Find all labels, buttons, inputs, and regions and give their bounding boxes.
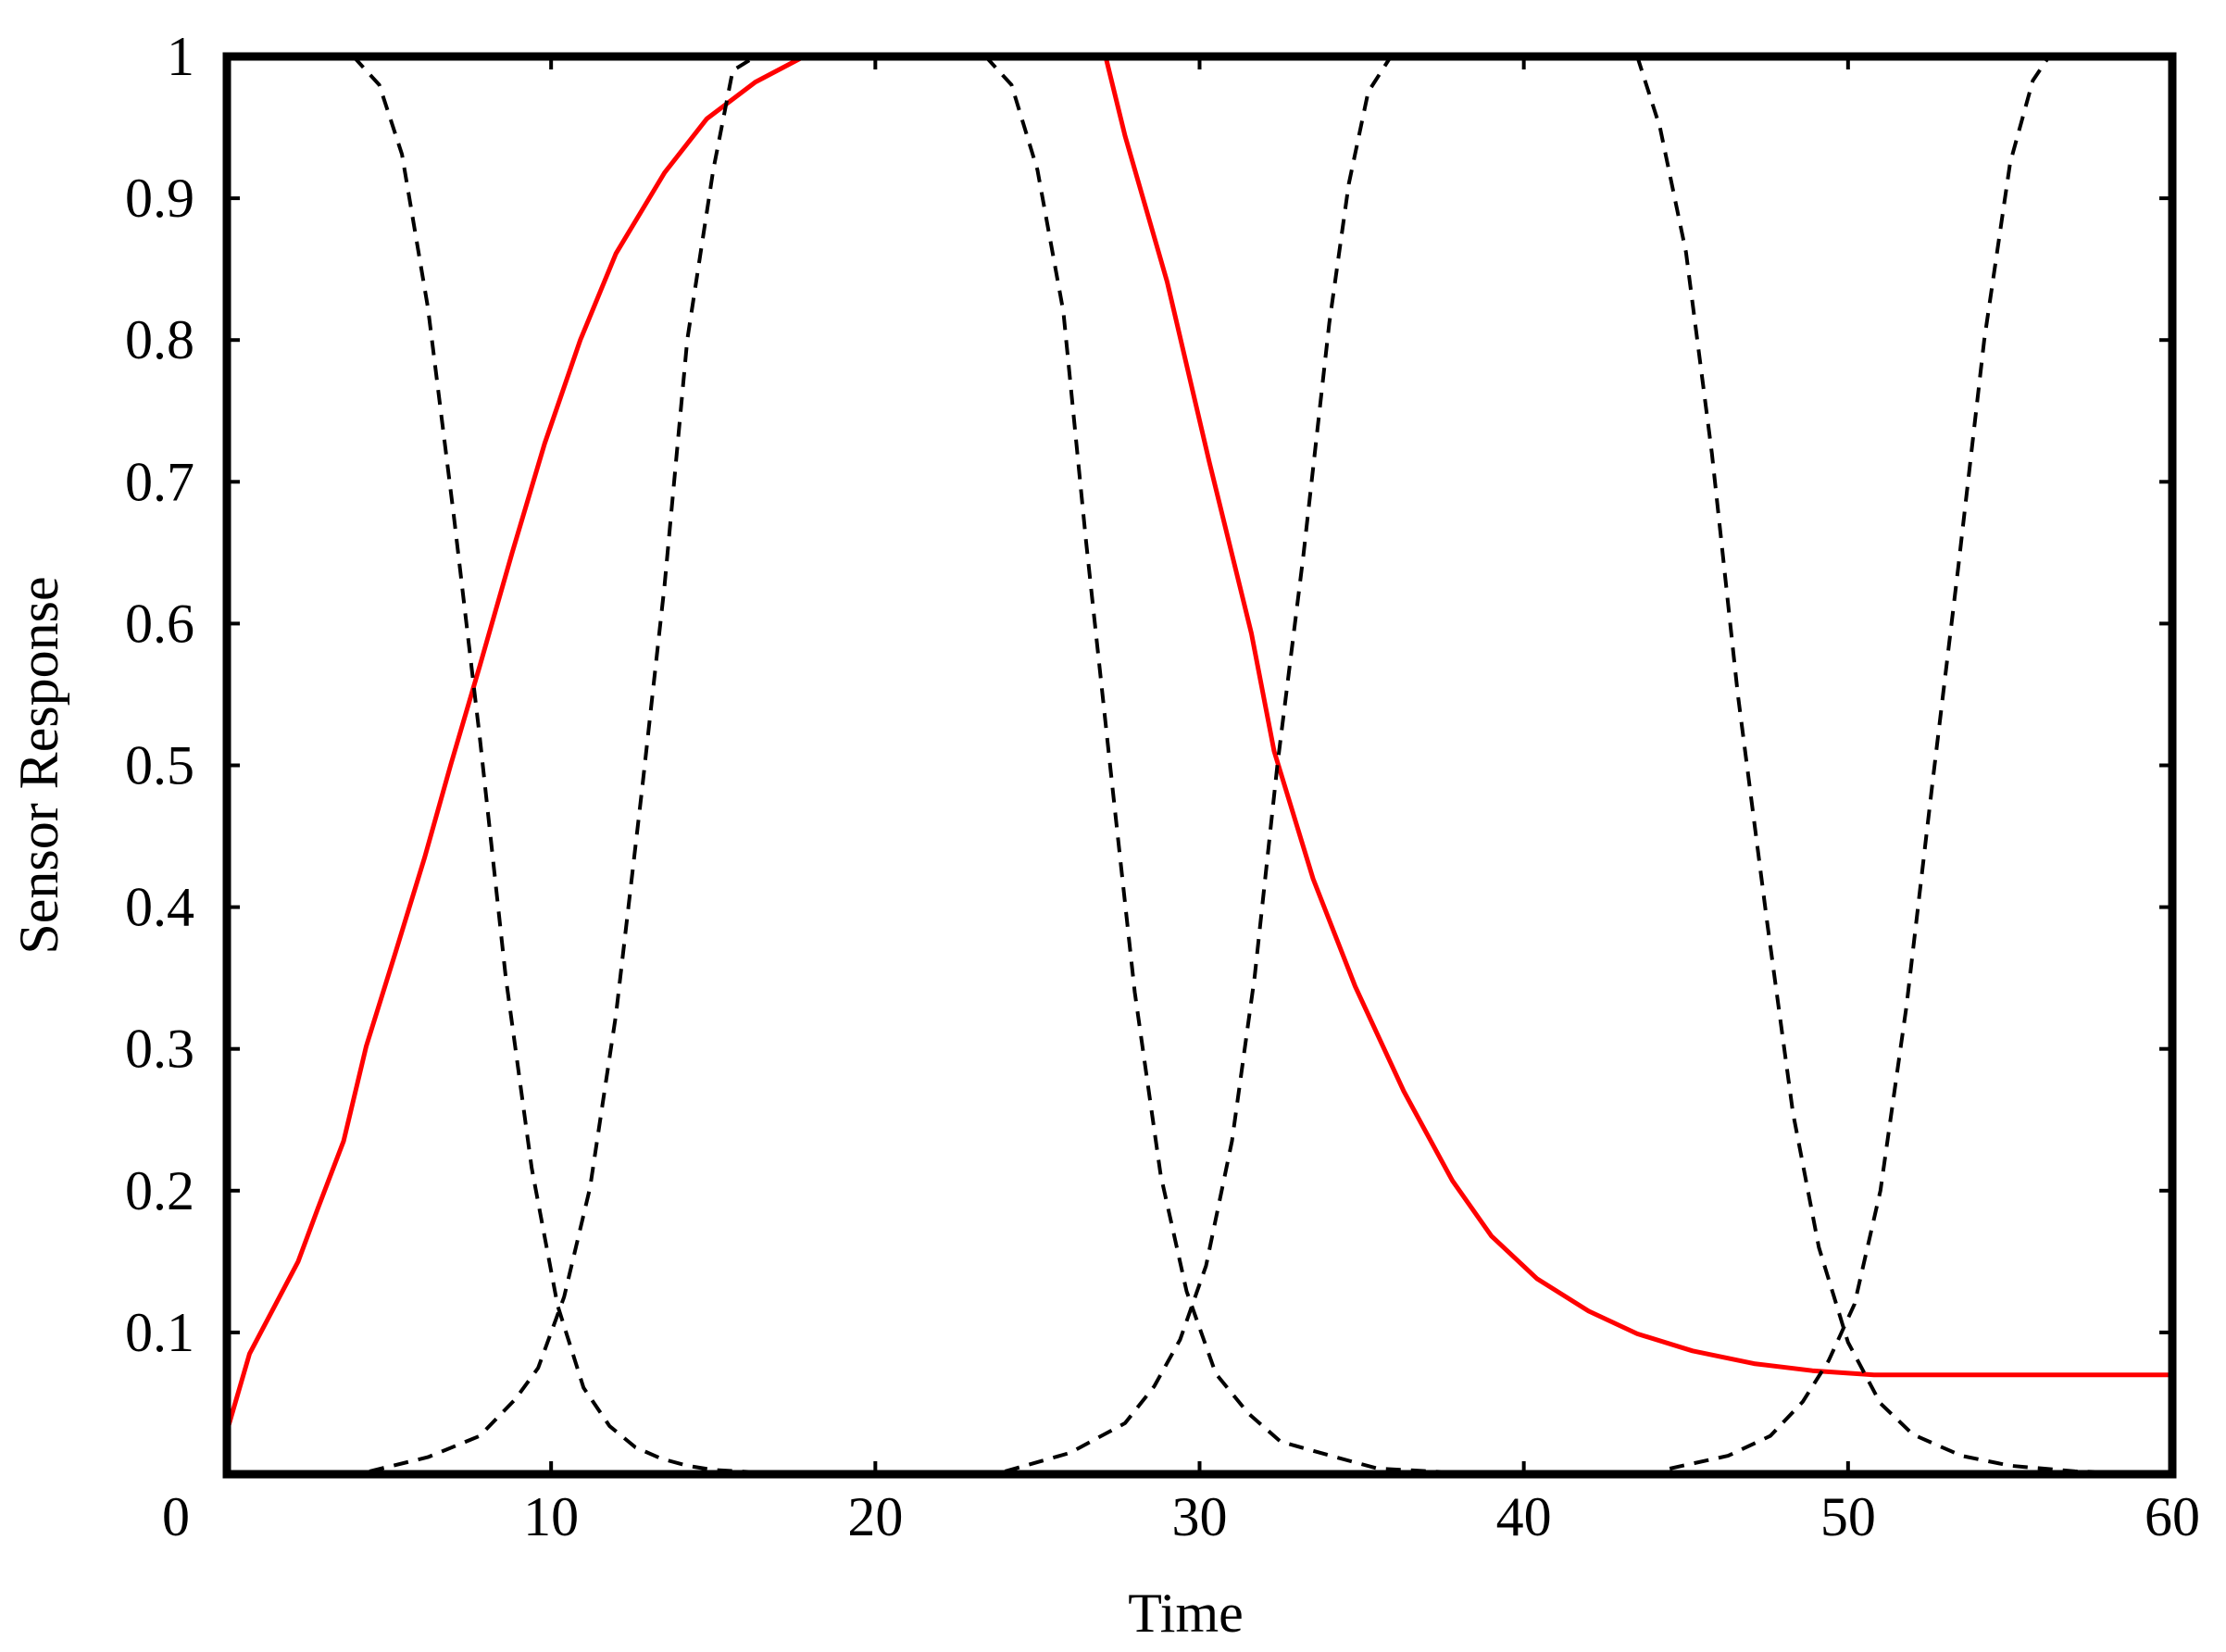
y-tick-label: 0.6 <box>125 593 194 654</box>
x-tick-label: 10 <box>523 1486 579 1547</box>
plot-area <box>224 54 2173 1476</box>
x-tick-label: 0 <box>162 1486 190 1547</box>
dashed-series-line-3 <box>983 55 1589 1476</box>
y-tick-label: 0.2 <box>125 1160 194 1221</box>
plot-frame <box>222 52 2177 1479</box>
x-tick-label: 60 <box>2145 1486 2200 1547</box>
dashed-series-line-4 <box>1004 55 1393 1473</box>
y-axis-title: Sensor Response <box>8 576 69 954</box>
y-tick-label: 0.4 <box>125 877 194 938</box>
x-axis-title: Time <box>1128 1583 1244 1644</box>
x-tick-label: 30 <box>1172 1486 1228 1547</box>
axis-ticks <box>225 55 2174 1474</box>
tick-labels: 0 10 20 30 40 50 60 0.1 0.2 0.3 0.4 0.5 0.6 0.7 0.8 0.9… <box>125 26 2200 1547</box>
y-tick-label: 0.1 <box>125 1302 194 1363</box>
y-tick-label: 0.7 <box>125 451 194 512</box>
dashed-series-line-5 <box>1635 56 2173 1476</box>
y-tick-label: 1 <box>167 26 194 87</box>
y-tick-label: 0.5 <box>125 735 194 796</box>
y-tick-label: 0.9 <box>125 168 194 229</box>
dashed-series-line-2 <box>369 55 757 1473</box>
x-tick-label: 20 <box>847 1486 903 1547</box>
y-tick-label: 0.8 <box>125 309 194 370</box>
x-tick-label: 40 <box>1496 1486 1552 1547</box>
dashed-series-line-1 <box>352 55 973 1475</box>
y-tick-label: 0.3 <box>125 1019 194 1080</box>
x-tick-label: 50 <box>1820 1486 1876 1547</box>
dashed-series-line-6 <box>1669 55 2051 1471</box>
sensor-response-line <box>224 54 2172 1433</box>
